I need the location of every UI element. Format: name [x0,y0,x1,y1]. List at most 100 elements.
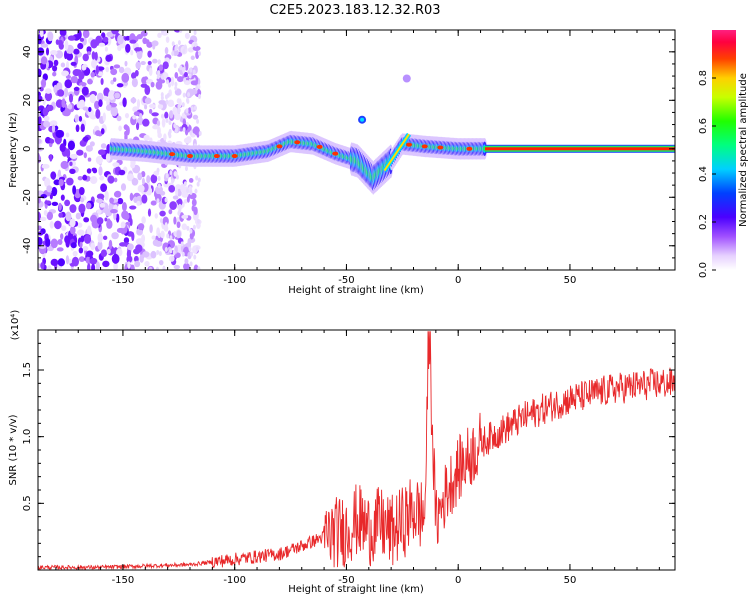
noise-speckle [66,177,74,186]
noise-speckle [183,77,187,83]
noise-speckle [183,262,190,270]
noise-speckle [57,89,65,97]
noise-speckle [45,47,50,56]
noise-speckle [105,104,112,111]
noise-speckle [169,235,173,241]
noise-speckle [39,30,44,38]
noise-speckle [38,138,42,144]
noise-speckle [164,111,169,119]
noise-speckle [163,181,169,188]
noise-speckle [190,251,194,257]
noise-speckle [158,251,162,257]
noise-speckle [190,106,194,112]
noise-speckle [186,188,190,194]
noise-speckle [169,110,174,119]
noise-speckle [124,113,130,119]
noise-speckle [189,190,193,196]
noise-speckle [59,30,67,37]
noise-speckle [77,175,83,181]
noise-speckle [69,226,76,235]
noise-speckle [139,254,144,263]
noise-speckle [99,175,105,181]
noise-speckle [65,255,70,265]
noise-speckle [165,99,169,105]
noise-speckle [95,198,104,204]
noise-speckle [189,88,198,95]
noise-speckle [113,177,118,183]
noise-speckle [193,264,199,270]
colorbar: 0.0 0.2 0.4 0.6 0.8 Normalized spectral ampl… [698,30,749,278]
noise-speckle [118,169,126,176]
noise-speckle [116,83,124,88]
noise-speckle [86,46,92,53]
noise-speckle [140,83,148,88]
noise-speckle [179,30,183,33]
noise-speckle [188,73,192,79]
noise-speckle [193,254,197,260]
noise-speckle [173,216,177,225]
noise-speckle [69,218,76,228]
band-hotspot [437,145,444,150]
noise-speckle [60,160,69,170]
noise-speckle [169,201,177,210]
noise-speckle [177,40,181,46]
noise-speckle [97,240,103,251]
noise-speckle [136,34,143,40]
blob [402,74,411,83]
noise-speckle [95,130,102,137]
noise-speckle [174,252,181,259]
noise-speckle [188,178,194,183]
noise-speckle [159,218,163,224]
noise-speckle [192,69,196,75]
noise-speckle [182,92,186,98]
noise-speckle [104,217,108,222]
noise-speckle [53,84,58,94]
snr-xlabel: Height of straight line (km) [288,584,424,595]
blob-core [360,117,365,122]
x-tick-label: 0 [455,575,461,586]
noise-speckle [164,47,169,55]
noise-speckle [113,262,118,270]
noise-speckle [78,186,85,196]
noise-speckle [78,247,84,254]
noise-speckle [198,94,202,100]
noise-speckle [116,248,123,257]
noise-speckle [58,178,64,187]
noise-speckle [167,101,175,108]
noise-speckle [169,170,173,176]
noise-speckle [49,138,55,144]
noise-speckle [160,92,164,98]
y-tick-label: 20 [22,94,33,107]
noise-speckle [75,212,81,220]
noise-speckle [76,229,85,236]
noise-speckle [175,174,179,180]
noise-speckle [181,251,185,257]
noise-speckle [110,106,118,117]
noise-speckle [160,230,165,239]
noise-speckle [99,202,106,208]
noise-speckle [166,233,170,239]
noise-speckle [129,39,137,44]
noise-speckle [78,71,85,80]
x-tick-label: -100 [223,575,246,586]
noise-speckle [186,136,192,143]
noise-speckle [51,201,59,207]
noise-speckle [158,99,166,105]
noise-speckle [196,181,200,187]
noise-speckle [170,76,175,87]
noise-speckle [96,209,102,215]
noise-speckle [38,236,43,246]
noise-speckle [198,51,202,57]
noise-speckle [182,48,186,54]
noise-speckle [51,186,58,197]
noise-speckle [38,115,42,125]
spectrogram-xlabel: Height of straight line (km) [288,285,424,296]
noise-speckle [165,79,169,85]
noise-speckle [98,166,103,176]
noise-speckle [181,214,189,219]
band-hotspot [169,152,176,157]
noise-speckle [177,76,184,83]
noise-speckle [164,222,168,231]
noise-speckle [163,133,167,141]
